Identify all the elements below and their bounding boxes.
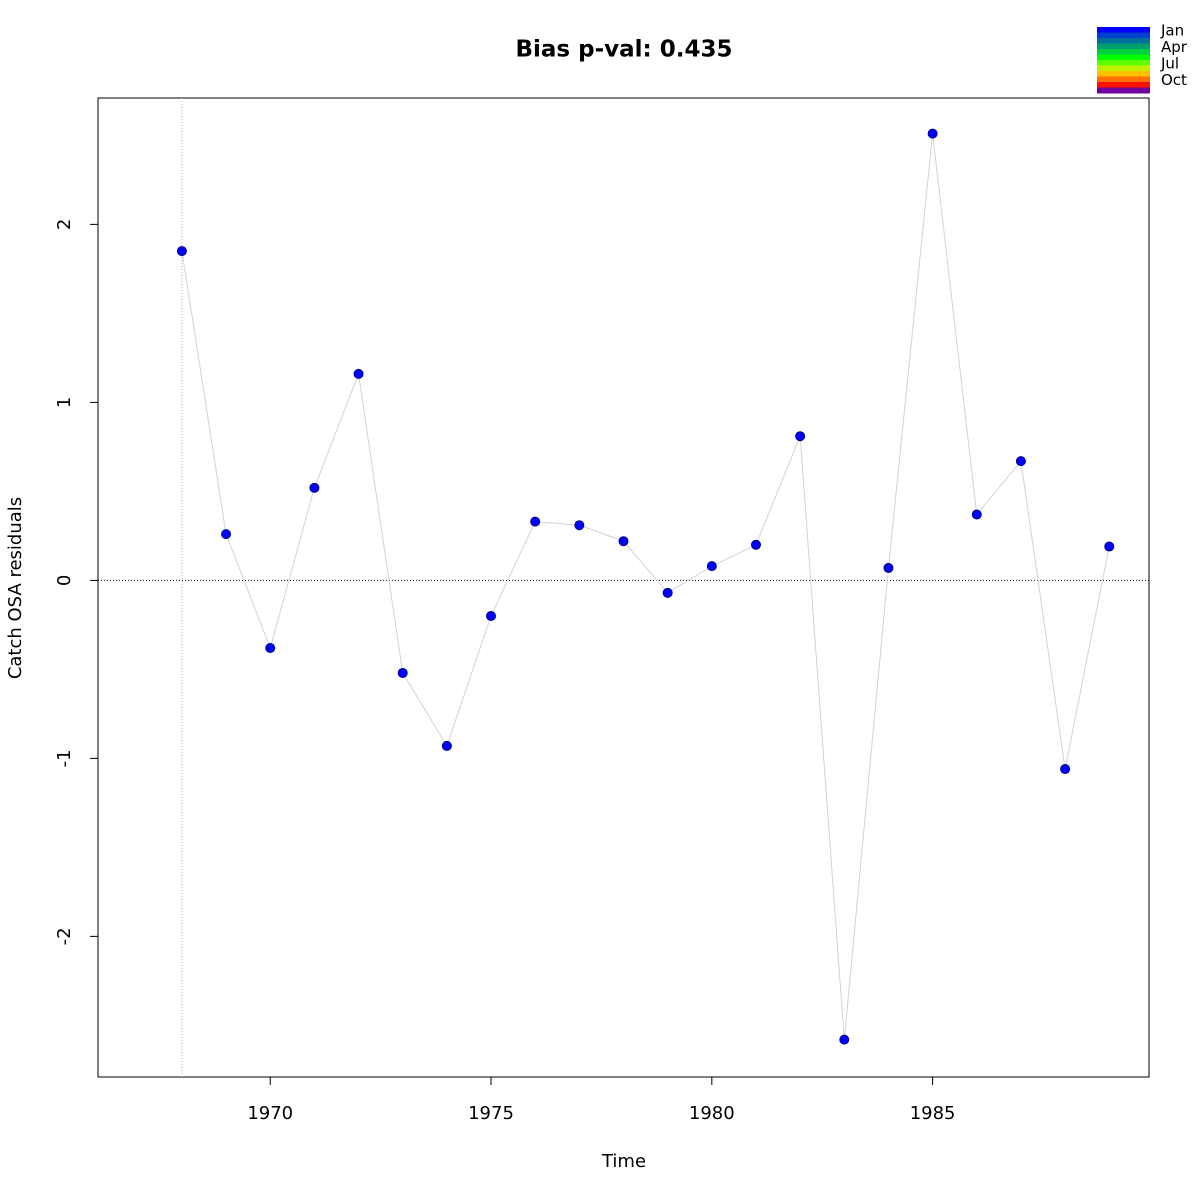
- legend-color-band: [1097, 65, 1150, 72]
- connector-line: [181, 133, 1110, 1040]
- legend-color-band: [1097, 71, 1150, 77]
- legend-color-band: [1097, 82, 1150, 88]
- y-axis-label: Catch OSA residuals: [5, 497, 26, 679]
- plot-frame: [97, 97, 1150, 1078]
- legend-color-band: [1097, 43, 1150, 50]
- legend-color-band: [1097, 87, 1150, 94]
- point: [176, 246, 187, 257]
- legend-color-band: [1097, 32, 1150, 39]
- point: [486, 610, 497, 621]
- y-tick-label: 1: [54, 397, 75, 408]
- point: [353, 368, 364, 379]
- legend-color-band: [1097, 54, 1150, 61]
- point: [662, 587, 673, 598]
- point: [530, 516, 541, 527]
- legend-label: Jan: [1160, 22, 1184, 40]
- point: [618, 536, 629, 547]
- x-axis-label: Time: [601, 1151, 646, 1172]
- point: [397, 667, 408, 678]
- legend-color-band: [1097, 60, 1150, 66]
- point: [883, 562, 894, 573]
- point: [927, 128, 938, 139]
- point: [221, 529, 232, 540]
- point: [1060, 764, 1071, 775]
- x-tick-label: 1970: [247, 1103, 293, 1124]
- point: [441, 740, 452, 751]
- x-tick-label: 1980: [689, 1103, 735, 1124]
- x-tick-label: 1985: [910, 1103, 956, 1124]
- y-tick-label: -2: [54, 927, 75, 945]
- point: [574, 520, 585, 531]
- legend-color-band: [1097, 76, 1150, 83]
- y-tick-label: 2: [54, 219, 75, 230]
- y-tick-label: 0: [54, 575, 75, 586]
- point: [309, 482, 320, 493]
- point: [750, 539, 761, 550]
- point: [706, 561, 717, 572]
- point: [839, 1034, 850, 1045]
- chart-title: Bias p-val: 0.435: [516, 37, 733, 63]
- point: [1104, 541, 1115, 552]
- legend-color-band: [1097, 38, 1150, 44]
- x-tick-label: 1975: [468, 1103, 514, 1124]
- legend-color-band: [1097, 49, 1150, 55]
- point: [795, 431, 806, 442]
- legend-label: Jul: [1160, 55, 1179, 73]
- point: [1015, 456, 1026, 467]
- point: [265, 643, 276, 654]
- legend-label: Apr: [1161, 38, 1188, 56]
- legend-color-band: [1097, 27, 1150, 33]
- point: [971, 509, 982, 520]
- legend-label: Oct: [1161, 71, 1187, 89]
- y-tick-label: -1: [54, 749, 75, 767]
